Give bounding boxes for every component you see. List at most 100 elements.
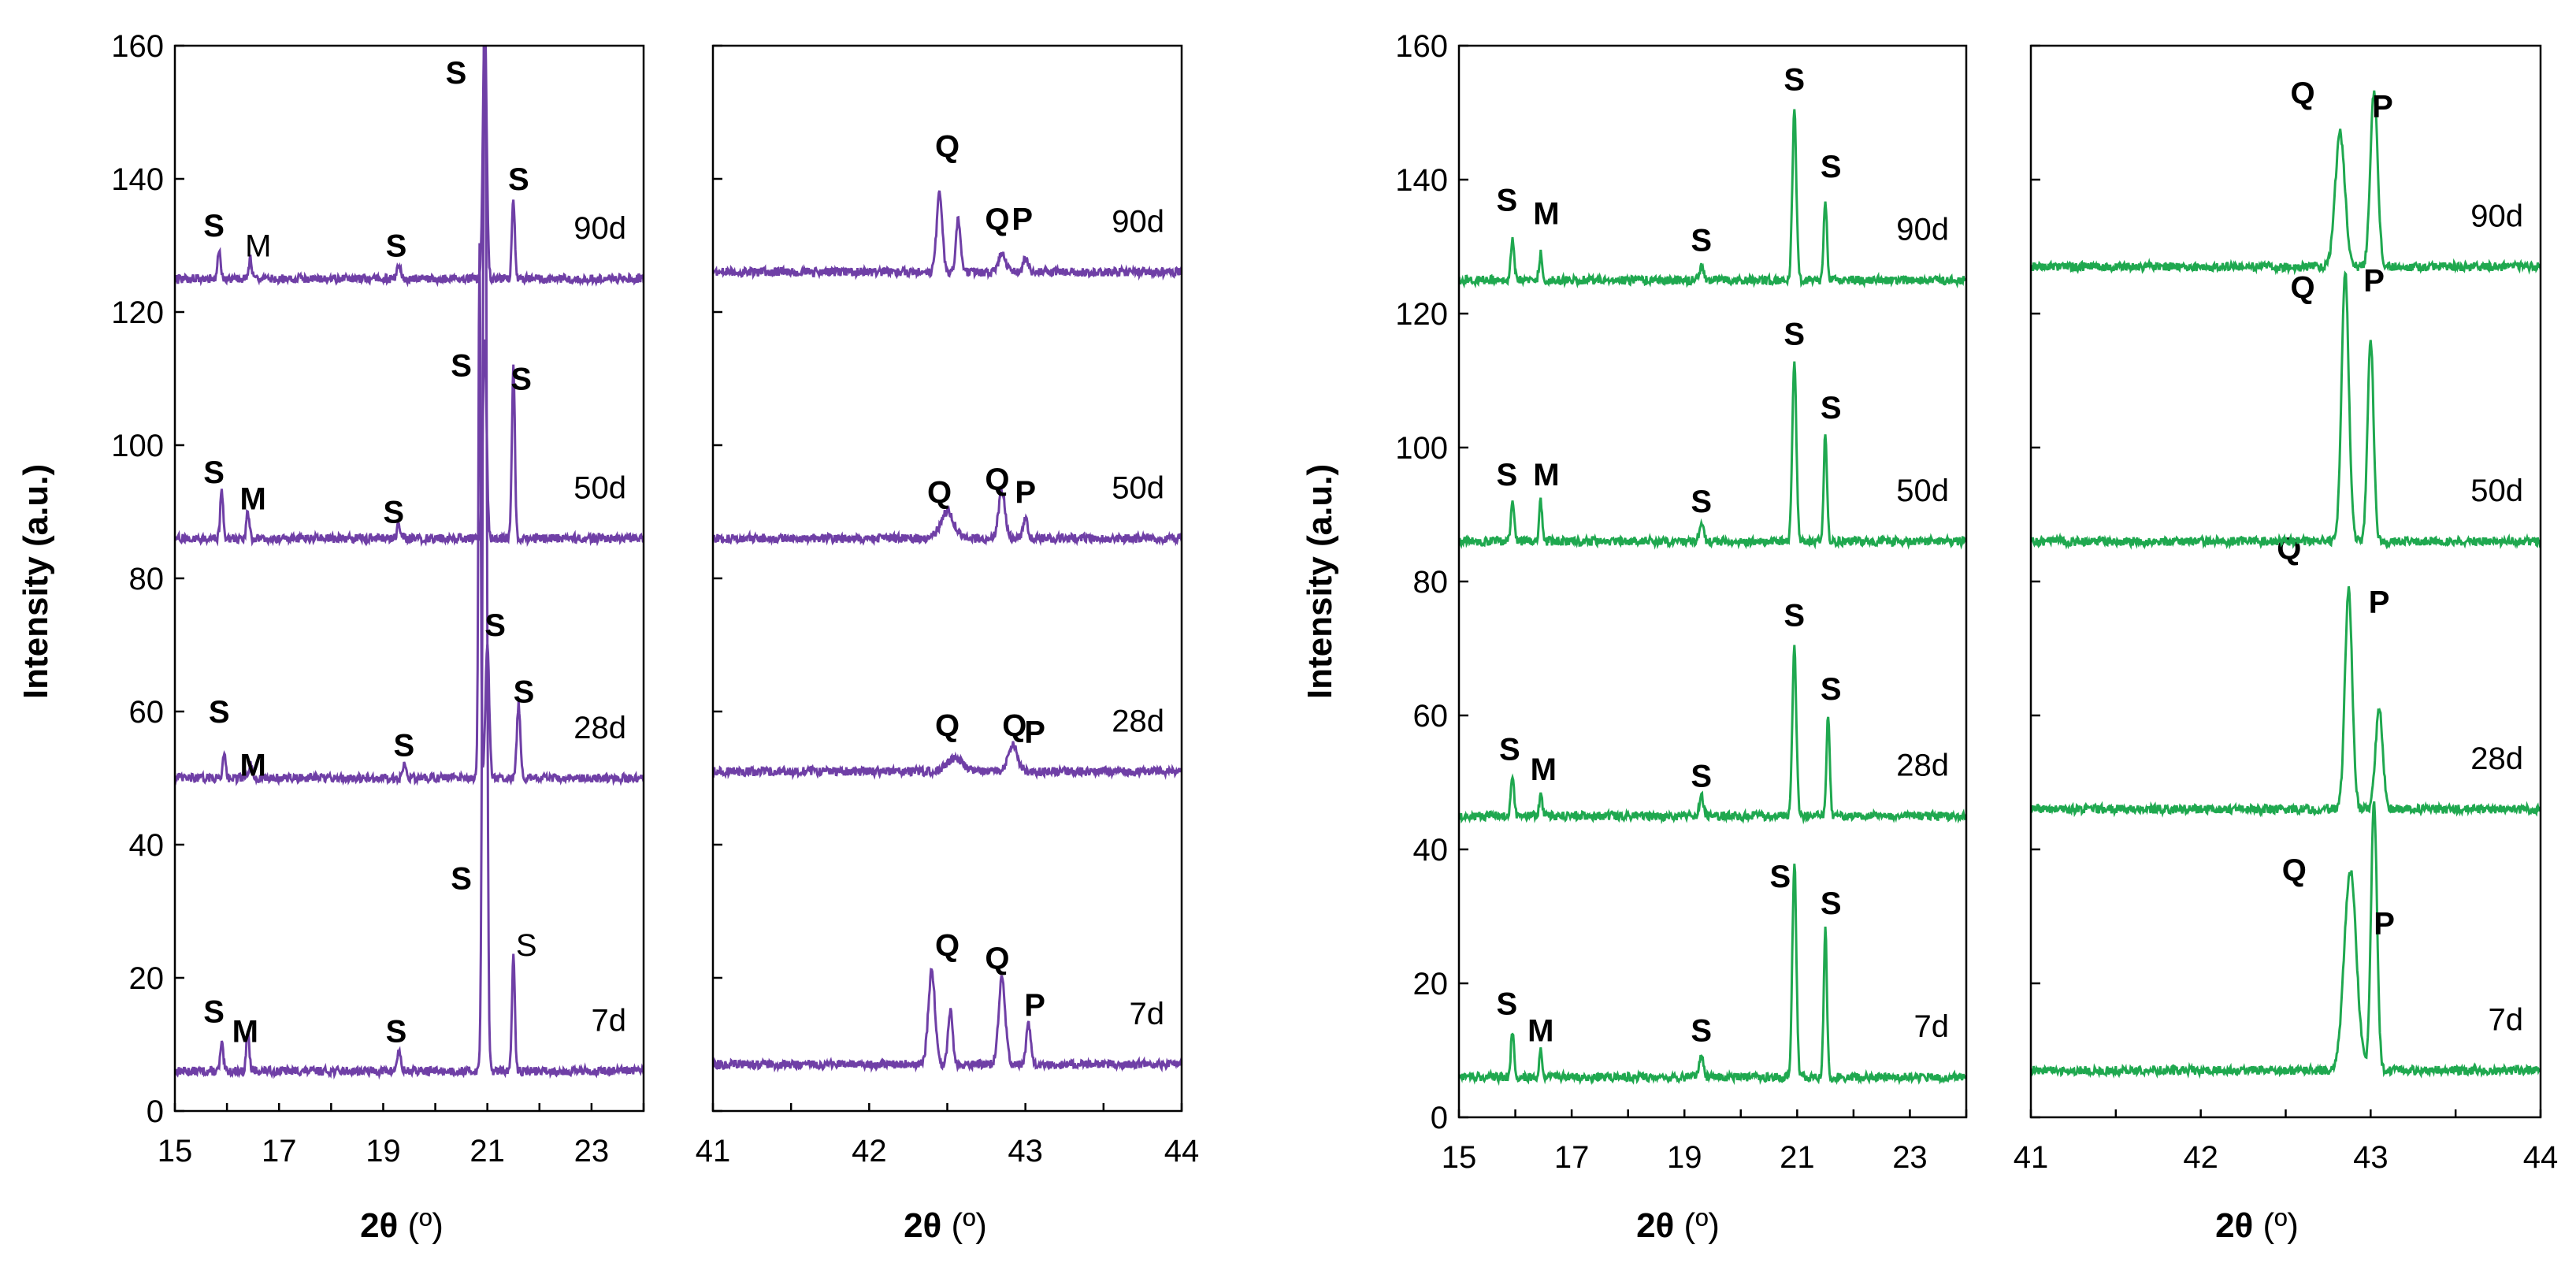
- x-tick-label: 17: [1554, 1140, 1590, 1175]
- x-tick-label: 43: [1008, 1134, 1043, 1169]
- peak-label-S: S: [1821, 886, 1842, 921]
- curve-label-28d: 28d: [2470, 741, 2523, 776]
- curve-label-7d: 7d: [592, 1004, 627, 1038]
- curve-label-50d: 50d: [1112, 471, 1164, 506]
- peak-label-S: S: [1821, 672, 1842, 707]
- peak-label-S: S: [203, 209, 225, 243]
- peak-label-Q: Q: [985, 942, 1009, 976]
- y-tick-label: 140: [1395, 163, 1448, 198]
- x-tick-label: 19: [366, 1134, 401, 1169]
- x-axis-title-4: 2θ (º): [2215, 1206, 2299, 1245]
- y-tick-label: 0: [147, 1094, 164, 1129]
- peak-label-S: S: [446, 56, 467, 91]
- peak-label-S: S: [1691, 224, 1712, 258]
- plot-frame: [2029, 44, 2542, 1119]
- xrd-curve-90d: [175, 46, 644, 288]
- x-axis-title-3: 2θ (º): [1636, 1206, 1720, 1245]
- curve-label-50d: 50d: [1896, 474, 1949, 508]
- x-tick-label: 43: [2353, 1140, 2389, 1175]
- x-tick-label: 15: [158, 1134, 193, 1169]
- peak-label-S: S: [510, 362, 532, 397]
- peak-label-S: S: [386, 1015, 407, 1050]
- curve-label-7d: 7d: [2489, 1003, 2524, 1038]
- y-tick-label: 120: [1395, 297, 1448, 332]
- peak-label-S: S: [1821, 150, 1842, 184]
- xrd-curve-90d: [2031, 90, 2541, 276]
- x-tick-label: 15: [1442, 1140, 1477, 1175]
- xrd-curve-90d: [713, 190, 1182, 281]
- x-axis-title-unit: (º): [398, 1206, 444, 1245]
- x-axis-title-unit: (º): [941, 1206, 987, 1245]
- peak-label-P: P: [1024, 715, 1045, 749]
- x-tick-label: 42: [852, 1134, 887, 1169]
- peak-label-S: S: [1784, 599, 1805, 634]
- y-tick-label: 0: [1431, 1101, 1448, 1135]
- peak-label-M: M: [1527, 1014, 1553, 1049]
- peak-label-S: S: [1496, 987, 1517, 1022]
- xrd-curve-50d: [2031, 270, 2541, 550]
- plot-frame: [173, 44, 645, 1113]
- y-tick-label: 20: [1413, 967, 1449, 1001]
- xrd-curve-50d: [175, 339, 644, 548]
- curve-label-90d: 90d: [2470, 199, 2523, 234]
- peak-label-P: P: [2374, 907, 2395, 942]
- peak-label-S: S: [1784, 63, 1805, 98]
- curve-label-28d: 28d: [1896, 749, 1949, 783]
- peak-label-S: S: [484, 608, 506, 643]
- peak-label-S: S: [1821, 391, 1842, 425]
- curve-label-50d: 50d: [573, 471, 626, 506]
- y-tick-label: 100: [1395, 431, 1448, 466]
- x-axis-title-main: 2θ: [2215, 1206, 2253, 1245]
- x-tick-label: 21: [470, 1134, 505, 1169]
- peak-label-P: P: [2372, 90, 2393, 124]
- xrd-curve-50d: [1459, 361, 1966, 550]
- peak-label-Q: Q: [2277, 532, 2301, 567]
- y-tick-label: 60: [129, 695, 165, 730]
- x-tick-label: 21: [1780, 1140, 1815, 1175]
- peak-label-Q: Q: [935, 708, 960, 743]
- peak-label-P: P: [1011, 202, 1033, 237]
- curve-label-90d: 90d: [1896, 213, 1949, 247]
- panel-right-high-angle: 7d Q P 28d Q P 50d Q P 90d Q P 41 42 43 44: [2014, 44, 2558, 1175]
- xrd-curve-28d: [1459, 645, 1966, 825]
- curve-label-7d: 7d: [1130, 997, 1165, 1031]
- peak-label-S: S: [203, 994, 225, 1029]
- peak-label-S: S: [1496, 458, 1517, 492]
- xrd-curve-7d: [2031, 801, 2541, 1079]
- peak-label-M: M: [245, 229, 271, 264]
- peak-label-S: S: [508, 162, 529, 197]
- xrd-curve-7d: [713, 968, 1182, 1073]
- peak-label-Q: Q: [985, 462, 1009, 496]
- peak-label-Q: Q: [1002, 708, 1026, 743]
- peak-label-M: M: [232, 1015, 258, 1050]
- y-tick-label: 80: [1413, 565, 1449, 600]
- y-tick-label: 80: [129, 562, 165, 596]
- y-axis-title-left: Intensity (a.u.): [17, 464, 55, 699]
- peak-label-S: S: [1496, 184, 1517, 218]
- peak-label-Q: Q: [927, 475, 952, 510]
- peak-label-Q: Q: [935, 928, 960, 963]
- peak-label-S: S: [516, 928, 537, 963]
- x-axis-title-1: 2θ (º): [360, 1206, 444, 1245]
- x-tick-label: 41: [696, 1134, 731, 1169]
- x-axis-title-unit: (º): [1674, 1206, 1720, 1245]
- x-axis-title-2: 2θ (º): [904, 1206, 987, 1245]
- peak-label-S: S: [209, 695, 230, 730]
- peak-label-S: S: [386, 229, 407, 264]
- peak-label-S: S: [1784, 318, 1805, 352]
- x-tick-label: 42: [2183, 1140, 2218, 1175]
- peak-label-S: S: [1691, 760, 1712, 794]
- curve-label-50d: 50d: [2470, 474, 2523, 508]
- peak-label-S: S: [1691, 485, 1712, 519]
- x-tick-label: 44: [1164, 1134, 1200, 1169]
- peak-label-S: S: [451, 349, 472, 384]
- peak-label-Q: Q: [985, 202, 1009, 237]
- peak-label-Q: Q: [935, 129, 960, 164]
- xrd-curve-28d: [175, 243, 644, 786]
- peak-label-M: M: [1531, 752, 1557, 787]
- y-tick-label: 20: [129, 961, 165, 996]
- x-axis-title-main: 2θ: [1636, 1206, 1674, 1245]
